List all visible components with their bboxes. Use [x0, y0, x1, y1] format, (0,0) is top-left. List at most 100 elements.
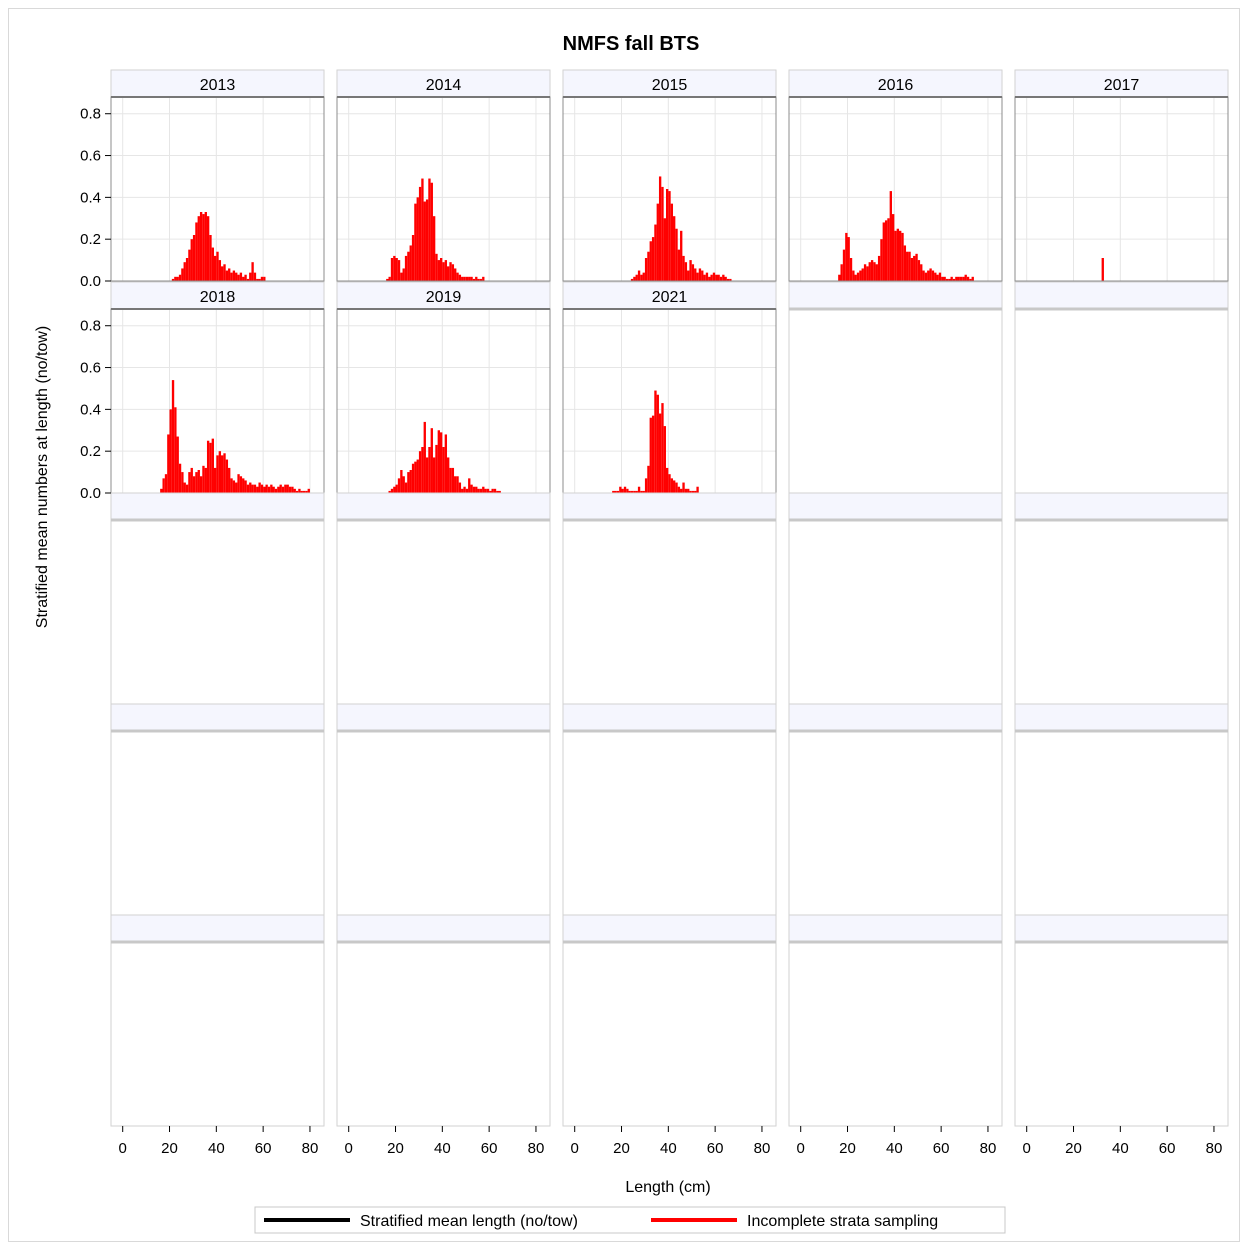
panel-empty: [562, 703, 777, 916]
bar: [416, 197, 419, 281]
bar: [190, 239, 193, 281]
panel-header: [336, 703, 551, 732]
bar: [689, 260, 692, 281]
bar: [244, 480, 247, 493]
bar: [656, 394, 659, 493]
bar: [724, 276, 727, 281]
bar: [288, 486, 292, 493]
bar: [239, 476, 243, 493]
bar: [701, 270, 704, 281]
y-tick-label: 0.0: [80, 485, 101, 502]
bar: [451, 264, 455, 281]
bar: [675, 228, 678, 281]
bar: [656, 203, 659, 281]
bar: [668, 191, 671, 281]
y-tick-label: 0.0: [80, 273, 101, 290]
bar: [223, 453, 226, 493]
bar: [955, 276, 958, 281]
x-axis-label: Length (cm): [625, 1179, 710, 1196]
bar: [661, 186, 664, 281]
bar: [920, 264, 923, 281]
panel-empty: [1014, 914, 1229, 1127]
bar: [906, 251, 909, 281]
bar: [397, 478, 401, 493]
panel-plot-area: [563, 731, 776, 915]
bar: [729, 278, 732, 281]
bar: [616, 490, 620, 493]
bar: [437, 260, 440, 281]
bar: [475, 486, 478, 493]
bar: [239, 272, 243, 281]
bar: [298, 488, 301, 493]
bar: [463, 276, 466, 281]
legend: Stratified mean length (no/tow) Incomple…: [254, 1206, 1006, 1234]
bar: [425, 199, 429, 281]
panel-header: [110, 492, 325, 521]
bar: [456, 272, 459, 281]
bar: [887, 218, 890, 281]
bar: [425, 457, 429, 493]
bar: [943, 276, 946, 281]
bar: [190, 467, 193, 493]
panel-plot-area: [1015, 731, 1228, 915]
bar: [647, 251, 650, 281]
x-tick-label: 60: [481, 1140, 498, 1157]
bar: [689, 490, 692, 493]
bar: [654, 224, 657, 281]
panel-2018: 2018: [110, 281, 325, 494]
panel-empty: [562, 914, 777, 1127]
bar: [237, 474, 240, 493]
bar: [482, 276, 485, 281]
panel-label: 2016: [878, 77, 914, 94]
bar: [889, 191, 892, 281]
bar: [195, 472, 198, 493]
y-tick-label: 0.8: [80, 318, 101, 335]
bar: [439, 258, 443, 281]
bar: [246, 484, 250, 493]
panel-header: [788, 703, 1003, 732]
bar: [941, 276, 944, 281]
bar: [272, 486, 275, 493]
bar: [962, 276, 965, 281]
panel-header: [788, 492, 1003, 521]
bar: [866, 266, 869, 281]
bar: [421, 178, 424, 281]
bar: [691, 490, 695, 493]
panel-plot-area: [337, 942, 550, 1126]
panel-label: 2019: [426, 289, 462, 306]
bar: [1101, 258, 1104, 281]
bar: [305, 490, 308, 493]
bar: [281, 486, 285, 493]
bar: [687, 270, 690, 281]
bar: [458, 274, 462, 281]
bar: [493, 488, 497, 493]
bar: [174, 407, 177, 493]
bar: [397, 260, 401, 281]
bar: [635, 490, 638, 493]
bar: [964, 274, 967, 281]
bar: [188, 472, 191, 493]
bar: [407, 251, 410, 281]
panel-plot-area: [563, 520, 776, 704]
bar: [675, 482, 678, 493]
bar: [840, 264, 843, 281]
panel-header: [110, 703, 325, 732]
bar: [957, 276, 960, 281]
bar: [400, 470, 403, 493]
bar: [291, 486, 294, 493]
bar: [444, 434, 448, 493]
x-tick-label: 80: [754, 1140, 771, 1157]
bar: [404, 255, 408, 281]
axes-layer: 0.0 0.2 0.4 0.6 0.8 0.0 0.2 0.4 0.6 0.8 0 20 40 60 80 0…: [80, 106, 1222, 1157]
bar: [465, 488, 469, 493]
bar: [966, 276, 970, 281]
bar: [447, 457, 450, 493]
bar: [211, 247, 214, 281]
bar: [421, 447, 424, 493]
panel-label: 2017: [1104, 77, 1140, 94]
panel-2014: 2014: [336, 69, 551, 282]
bar: [202, 465, 205, 493]
bar: [642, 490, 645, 493]
bar: [307, 488, 310, 493]
bar: [279, 484, 282, 493]
